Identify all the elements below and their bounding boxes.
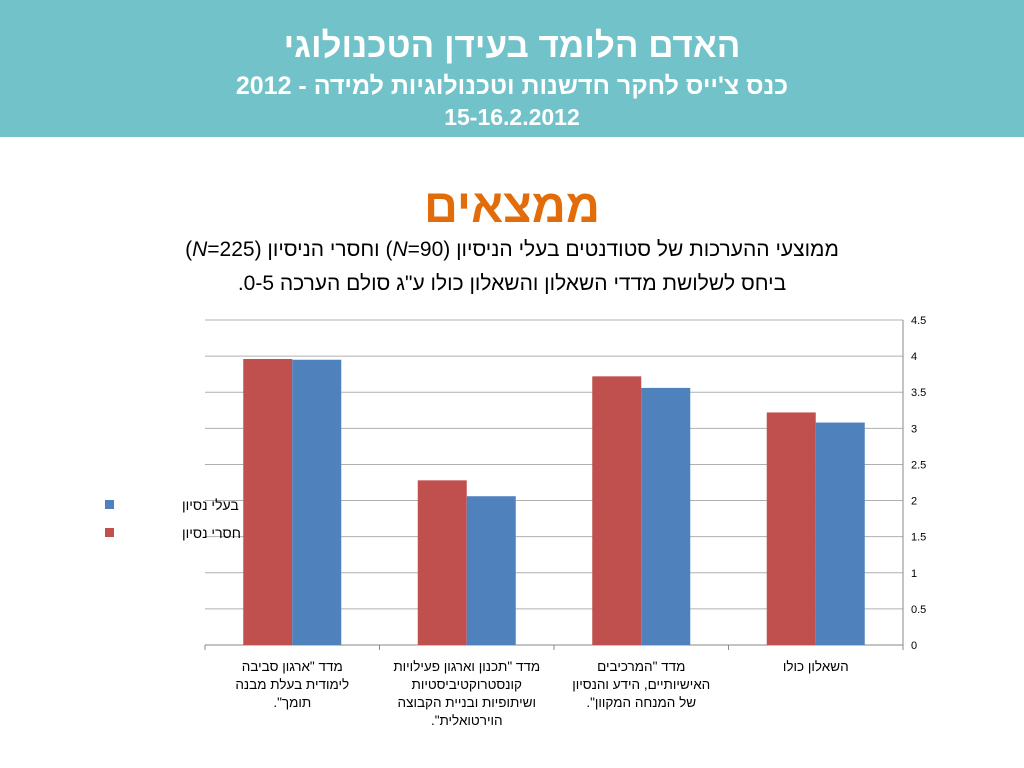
description-line-1: ממוצעי ההערכות של סטודנטים בעלי הניסיון … — [0, 238, 1024, 262]
bar-inexperienced — [417, 480, 467, 645]
y-tick-label: 2 — [911, 496, 917, 508]
x-category-label: הוירטואלית". — [431, 713, 503, 728]
x-category-label: מדד "תכנון וארגון פעילויות — [393, 659, 540, 674]
n-experienced: N=90 — [392, 238, 443, 261]
x-category-label: מדד "ארגון סביבה — [242, 659, 343, 674]
bar-inexperienced — [592, 376, 642, 645]
y-tick-label: 0 — [911, 640, 917, 652]
slide-heading: ממצאים — [423, 179, 601, 232]
x-category-label: לימודית בעלת מבנה — [235, 677, 349, 692]
bar-experienced — [815, 422, 865, 645]
conference-title: האדם הלומד בעידן הטכנולוגי — [283, 26, 741, 65]
legend-label: חסרי נסיון — [182, 525, 241, 541]
bar-experienced — [292, 359, 342, 645]
x-category-label: האישיותיים, הידע והנסיון — [572, 677, 710, 692]
y-tick-label: 1.5 — [911, 532, 926, 544]
legend-swatch — [105, 500, 114, 509]
bar-chart: 0 0.5 1 1.5 2 2.5 3 3.5 4 4.5 מדד "ארגון סביבה לימו… — [105, 315, 926, 728]
x-category-label: תומך". — [273, 695, 311, 710]
y-tick-label: 4 — [911, 351, 917, 363]
x-category-label: השאלון כולו — [783, 659, 849, 674]
desc-pre: ממוצעי ההערכות של סטודנטים בעלי הניסיון … — [443, 238, 839, 261]
n-value-experienced: =90 — [407, 238, 444, 261]
n-value-inexperienced: =225 — [207, 238, 255, 261]
x-category-label: קונסטרוקטיביסטיות — [412, 677, 522, 692]
bar-experienced — [641, 387, 691, 645]
legend-label: בעלי נסיון — [182, 497, 239, 513]
y-tick-label: 1 — [911, 568, 917, 580]
x-category-label: ושיתופיות ובניית הקבוצה — [398, 695, 536, 710]
description-line-2: ביחס לשלושת מדדי השאלון והשאלון כולו ע"ג… — [237, 272, 787, 295]
x-category-label: מדד "המרכיבים — [597, 659, 685, 674]
n-inexperienced: N=225 — [192, 238, 254, 261]
conference-subtitle: כנס צ'ייס לחקר חדשנות וטכנולוגיות למידה … — [235, 72, 789, 100]
legend-swatch — [105, 528, 114, 537]
bar-inexperienced — [243, 359, 293, 645]
y-tick-label: 3 — [911, 423, 917, 435]
bar-experienced — [466, 496, 516, 645]
x-category-label: של המנחה המקוון". — [586, 695, 696, 710]
y-tick-label: 3.5 — [911, 387, 926, 399]
desc-mid: ) וחסרי הניסיון ( — [254, 238, 393, 261]
y-tick-label: 2.5 — [911, 459, 926, 471]
desc-post: ) — [185, 238, 193, 261]
slide-header: האדם הלומד בעידן הטכנולוגי כנס צ'ייס לחק… — [0, 0, 1024, 137]
n-symbol: N — [392, 238, 408, 261]
bar-inexperienced — [766, 412, 816, 645]
y-tick-label: 4.5 — [911, 315, 926, 327]
y-tick-label: 0.5 — [911, 604, 926, 616]
n-symbol: N — [192, 238, 208, 261]
conference-dates: 15-16.2.2012 — [444, 104, 580, 130]
